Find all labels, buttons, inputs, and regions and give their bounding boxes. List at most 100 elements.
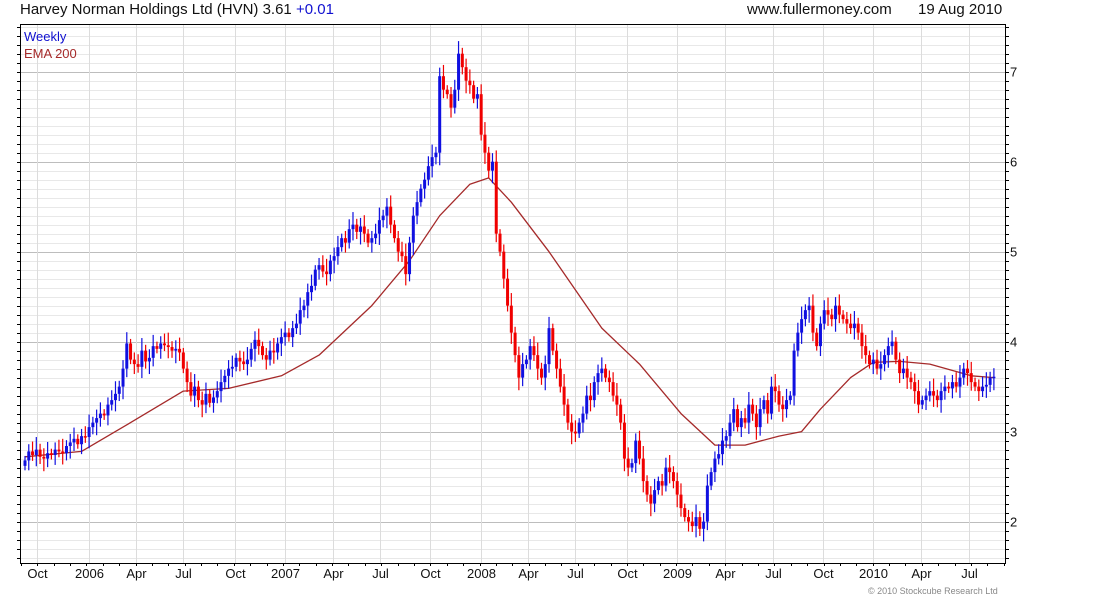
candle-body (856, 323, 860, 333)
candle (230, 355, 234, 378)
candle (596, 364, 600, 395)
candle-body (253, 339, 257, 349)
x-tick-label: Apr (715, 566, 736, 581)
candle (468, 69, 472, 94)
candle (310, 274, 314, 301)
candle-body (227, 368, 231, 376)
candle (894, 337, 898, 365)
candle-body (389, 206, 393, 225)
candle (566, 398, 570, 430)
candle (370, 230, 374, 253)
candle (279, 328, 283, 357)
candle (777, 385, 781, 412)
candle-body (336, 247, 340, 257)
candle (743, 408, 747, 429)
candle (811, 294, 815, 342)
candle-body (867, 355, 871, 365)
candle (524, 355, 528, 369)
candle-body (751, 404, 755, 414)
candle (441, 64, 445, 99)
x-tick-label: Oct (225, 566, 246, 581)
candle (121, 360, 125, 400)
candle (822, 300, 826, 330)
candle (178, 337, 182, 361)
candle-body (80, 436, 84, 445)
candle (694, 504, 698, 538)
candle-body (27, 451, 31, 461)
candle (113, 381, 117, 412)
candle (988, 371, 992, 393)
candle-body (539, 368, 543, 378)
candle-body (140, 350, 144, 367)
candle (626, 447, 630, 477)
candle-body (811, 305, 815, 333)
candle (490, 153, 494, 184)
candle-body (864, 346, 868, 356)
candle-body (589, 395, 592, 401)
candle-body (592, 382, 596, 401)
candle-body (943, 386, 947, 392)
candle (736, 404, 740, 432)
candle-body (392, 224, 396, 239)
candle-body (717, 454, 721, 459)
copyright: © 2010 Stockcube Research Ltd (868, 586, 998, 596)
candle-body (754, 413, 758, 428)
candle (140, 338, 144, 379)
candle (189, 372, 193, 402)
candle (792, 343, 796, 406)
chart-date: 19 Aug 2010 (918, 1, 1003, 18)
candle-body (758, 409, 762, 428)
y-tick-label: 5 (1010, 245, 1017, 260)
candle-body (852, 323, 856, 329)
candle-body (909, 377, 913, 383)
candle-body (385, 206, 389, 216)
candle (185, 361, 189, 393)
candle-body (702, 521, 706, 529)
candle-body (136, 364, 140, 367)
candle (159, 336, 163, 359)
candle (430, 144, 434, 178)
candle (204, 382, 208, 414)
site-url[interactable]: www.fullermoney.com (747, 1, 892, 18)
candle (886, 337, 890, 368)
candle-body (38, 449, 42, 457)
candle-body (939, 391, 943, 401)
candle-body (871, 359, 875, 365)
x-tick-label: Oct (617, 566, 638, 581)
candle (374, 223, 378, 245)
x-tick-label: Jul (567, 566, 584, 581)
candle-body (445, 89, 449, 95)
candle (249, 342, 253, 367)
candle (494, 150, 498, 243)
candle-body (788, 395, 792, 401)
candle (294, 313, 298, 334)
candle (174, 340, 178, 364)
candle-body (441, 76, 445, 90)
candle (117, 380, 121, 402)
y-tick-label: 4 (1010, 335, 1017, 350)
candle-body (600, 368, 604, 374)
candle (762, 395, 766, 414)
candle-body (479, 94, 483, 135)
candle-body (513, 332, 517, 356)
candle-body (396, 238, 400, 252)
candle-body (905, 368, 909, 378)
candle (166, 332, 170, 359)
candle (223, 369, 227, 390)
candle (981, 376, 985, 397)
candle-body (475, 94, 479, 99)
candle-body (687, 517, 691, 522)
x-tick-label: Apr (126, 566, 147, 581)
candle-body (732, 409, 736, 423)
candle (600, 357, 604, 382)
candle (31, 441, 35, 461)
candle (38, 443, 42, 465)
candle (728, 414, 732, 449)
candle-body (886, 346, 890, 356)
candle (359, 217, 363, 245)
candle-body (683, 508, 687, 518)
candle-body (928, 391, 932, 396)
candle (841, 310, 845, 324)
candle (396, 230, 400, 262)
candle-body (524, 359, 528, 365)
